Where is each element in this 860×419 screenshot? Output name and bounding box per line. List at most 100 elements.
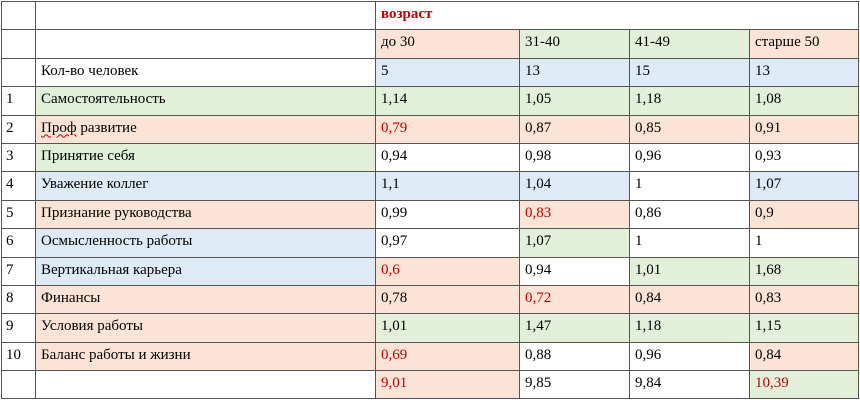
value-cell: 0,98 [519, 142, 630, 173]
spellcheck-underline: Проф [41, 119, 77, 136]
header-group-row: возраст [1, 0, 860, 31]
value-cell: 0,83 [519, 199, 630, 230]
value-cell: 0,97 [375, 228, 520, 258]
row-label: Баланс работы и жизни [35, 341, 376, 372]
header-columns-row: до 30 31-40 41-49 старше 50 [1, 29, 860, 59]
row-label: Уважение коллег [35, 171, 376, 201]
total-value: 9,85 [519, 370, 630, 400]
row-label: Вертикальная карьера [35, 256, 376, 286]
row-label: Условия работы [35, 313, 376, 343]
value-cell: 1,01 [629, 256, 750, 286]
row-label-text: Признание руководства [41, 204, 192, 221]
row-number: 4 [1, 171, 36, 201]
row-number: 8 [1, 284, 36, 315]
count-value: 5 [375, 57, 520, 88]
value-cell: 0,96 [629, 142, 750, 173]
age-comparison-table: возраст до 30 31-40 41-49 старше 50 Кол-… [1, 0, 860, 400]
value-cell: 1,01 [375, 313, 520, 343]
value-cell: 0,88 [519, 341, 630, 372]
value-cell: 0,94 [375, 142, 520, 173]
value-cell: 1 [748, 228, 860, 258]
row-label: Признание руководства [35, 199, 376, 230]
empty-cell [1, 0, 36, 31]
table-row: 6 Осмысленность работы 0,97 1,07 1 1 [1, 228, 860, 258]
column-header: 31-40 [519, 29, 630, 59]
total-row: 9,01 9,85 9,84 10,39 [1, 370, 860, 400]
value-cell: 1,05 [519, 86, 630, 116]
value-cell: 0,83 [748, 284, 860, 315]
row-label-text: Принятие себя [41, 147, 135, 164]
row-label-text: Уважение коллег [41, 176, 149, 193]
value-cell: 1,18 [629, 313, 750, 343]
row-label-text: Условия работы [41, 318, 143, 335]
row-label-text: Баланс работы и жизни [41, 346, 191, 363]
value-cell: 1,1 [375, 171, 520, 201]
row-number: 2 [1, 114, 36, 144]
row-label: Осмысленность работы [35, 228, 376, 258]
value-cell: 0,84 [629, 284, 750, 315]
age-group-label: возраст [374, 0, 860, 31]
value-cell: 0,94 [519, 256, 630, 286]
value-cell: 0,84 [748, 341, 860, 372]
table-row: 5 Признание руководства 0,99 0,83 0,86 0,9 [1, 199, 860, 230]
column-header: 41-49 [629, 29, 750, 59]
empty-cell [35, 370, 376, 400]
row-label-text: Проф развитие [41, 119, 137, 136]
table-row: 2 Проф развитие 0,79 0,87 0,85 0,91 [1, 114, 860, 144]
count-label: Кол-во человек [35, 57, 376, 88]
count-value: 13 [748, 57, 860, 88]
row-number: 9 [1, 313, 36, 343]
value-cell: 0,96 [629, 341, 750, 372]
value-cell: 0,72 [519, 284, 630, 315]
row-label-text: Самостоятельность [41, 91, 166, 108]
row-label: Принятие себя [35, 142, 376, 173]
empty-cell [35, 0, 376, 31]
count-value: 15 [629, 57, 750, 88]
value-cell: 0,86 [629, 199, 750, 230]
value-cell: 0,85 [629, 114, 750, 144]
row-label-text: Вертикальная карьера [41, 261, 182, 278]
empty-cell [1, 57, 36, 88]
value-cell: 1 [629, 228, 750, 258]
value-cell: 0,93 [748, 142, 860, 173]
count-row: Кол-во человек 5 13 15 13 [1, 57, 860, 88]
row-number: 6 [1, 228, 36, 258]
row-label: Финансы [35, 284, 376, 315]
table-row: 4 Уважение коллег 1,1 1,04 1 1,07 [1, 171, 860, 201]
table-row: 8 Финансы 0,78 0,72 0,84 0,83 [1, 284, 860, 315]
value-cell: 0,79 [375, 114, 520, 144]
row-label-text: Финансы [41, 289, 101, 306]
value-cell: 1,07 [519, 228, 630, 258]
row-number: 3 [1, 142, 36, 173]
table-row: 1 Самостоятельность 1,14 1,05 1,18 1,08 [1, 86, 860, 116]
value-cell: 1,04 [519, 171, 630, 201]
empty-cell [1, 29, 36, 59]
value-cell: 0,99 [375, 199, 520, 230]
row-label-text: Осмысленность работы [41, 233, 193, 250]
value-cell: 1 [629, 171, 750, 201]
value-cell: 1,14 [375, 86, 520, 116]
row-label: Самостоятельность [35, 86, 376, 116]
value-cell: 1,08 [748, 86, 860, 116]
table-row: 10 Баланс работы и жизни 0,69 0,88 0,96 0,84 [1, 341, 860, 372]
value-cell: 0,78 [375, 284, 520, 315]
value-cell: 0,6 [375, 256, 520, 286]
empty-cell [1, 370, 36, 400]
total-value: 9,84 [629, 370, 750, 400]
value-cell: 0,9 [748, 199, 860, 230]
count-value: 13 [519, 57, 630, 88]
value-cell: 1,47 [519, 313, 630, 343]
table-row: 7 Вертикальная карьера 0,6 0,94 1,01 1,68 [1, 256, 860, 286]
row-number: 10 [1, 341, 36, 372]
value-cell: 0,91 [748, 114, 860, 144]
total-value: 10,39 [748, 370, 860, 400]
value-cell: 1,07 [748, 171, 860, 201]
row-number: 7 [1, 256, 36, 286]
total-value: 9,01 [375, 370, 520, 400]
value-cell: 1,15 [748, 313, 860, 343]
row-number: 1 [1, 86, 36, 116]
value-cell: 0,87 [519, 114, 630, 144]
value-cell: 1,18 [629, 86, 750, 116]
table-row: 3 Принятие себя 0,94 0,98 0,96 0,93 [1, 142, 860, 173]
value-cell: 0,69 [375, 341, 520, 372]
